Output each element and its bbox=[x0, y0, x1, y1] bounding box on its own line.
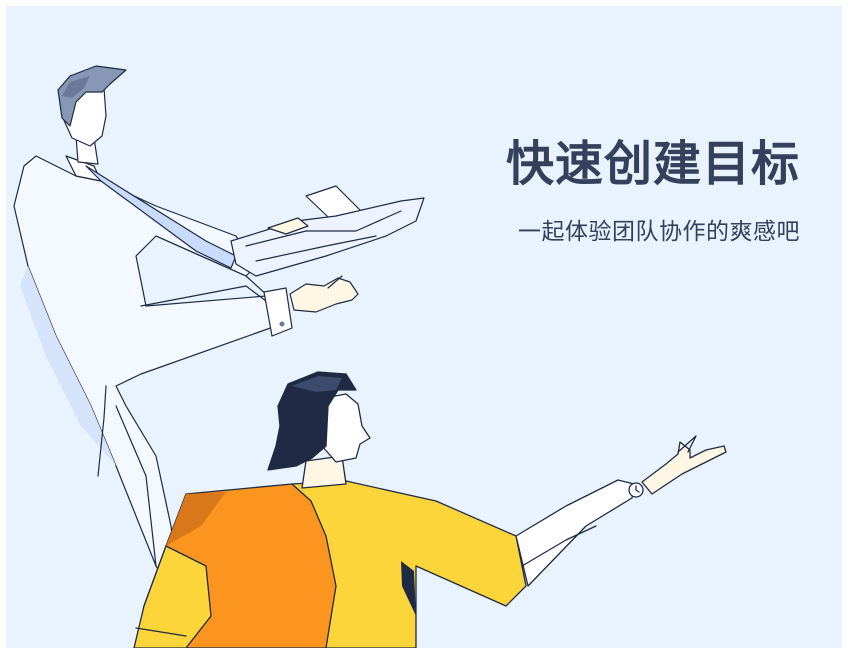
team-collaboration-illustration bbox=[13, 65, 727, 648]
page-subtitle: 一起体验团队协作的爽感吧 bbox=[518, 219, 800, 245]
man-figure bbox=[13, 65, 425, 607]
woman-figure bbox=[133, 371, 727, 648]
onboarding-panel: 快速创建目标 一起体验团队协作的爽感吧 bbox=[6, 6, 842, 648]
page-title: 快速创建目标 bbox=[505, 136, 800, 192]
